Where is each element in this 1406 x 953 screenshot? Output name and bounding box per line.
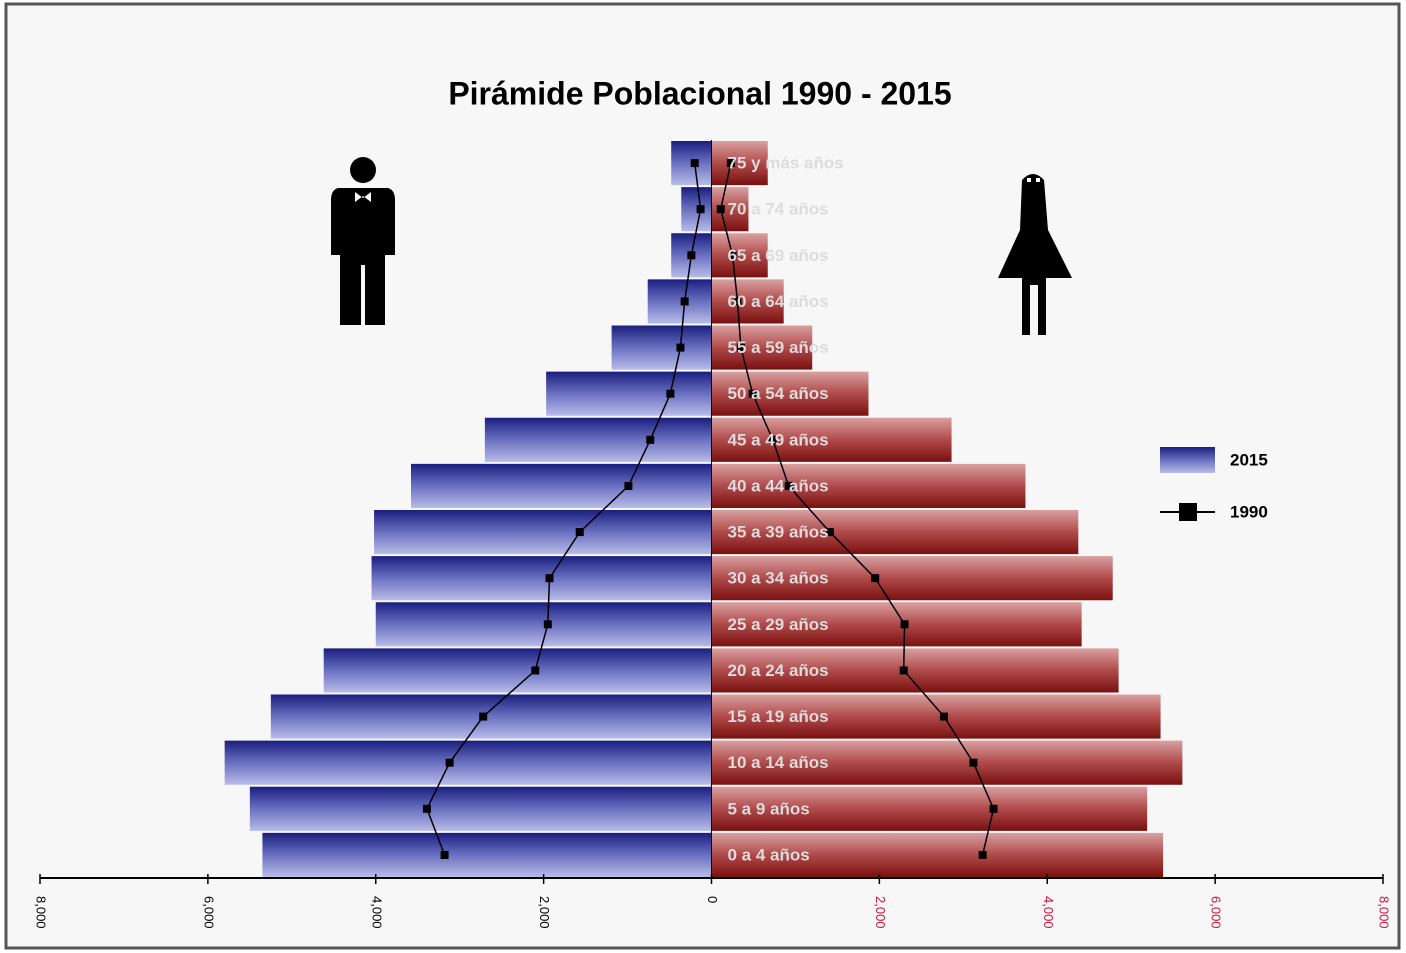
bar	[711, 786, 1148, 831]
woman-icon	[998, 174, 1072, 335]
category-label: 15 a 19 años	[728, 707, 829, 726]
marker	[969, 758, 978, 767]
bar	[711, 740, 1183, 785]
category-label: 70 a 74 años	[728, 200, 829, 219]
x-tick-label: 4,000	[1041, 896, 1056, 929]
bar	[270, 694, 712, 739]
bar	[647, 279, 712, 324]
bar	[484, 417, 712, 462]
marker	[545, 574, 554, 583]
marker	[543, 620, 552, 629]
marker	[690, 159, 699, 168]
marker	[989, 804, 998, 813]
bar	[249, 786, 712, 831]
man-icon	[331, 157, 395, 325]
category-label: 50 a 54 años	[728, 384, 829, 403]
marker	[440, 850, 449, 859]
legend-label: 1990	[1230, 502, 1268, 521]
marker	[871, 574, 880, 583]
marker	[696, 205, 705, 214]
marker	[978, 850, 987, 859]
marker	[624, 481, 633, 490]
chart-title: Pirámide Poblacional 1990 - 2015	[448, 75, 951, 111]
category-label: 0 a 4 años	[728, 845, 810, 864]
marker	[575, 528, 584, 537]
bar	[711, 694, 1161, 739]
marker	[666, 389, 675, 398]
bar	[711, 233, 768, 278]
marker	[680, 297, 689, 306]
bar	[546, 371, 712, 416]
x-tick-label: 2,000	[537, 896, 552, 929]
category-label: 20 a 24 años	[728, 661, 829, 680]
marker	[676, 343, 685, 352]
bar	[371, 556, 712, 601]
bar	[711, 279, 784, 324]
bar	[711, 602, 1082, 647]
category-label: 60 a 64 años	[728, 292, 829, 311]
legend-marker	[1179, 503, 1197, 521]
marker	[900, 620, 909, 629]
x-tick-label: 2,000	[873, 896, 888, 929]
marker	[940, 712, 949, 721]
bar	[711, 463, 1026, 508]
x-tick-label: 8,000	[34, 896, 49, 929]
category-label: 30 a 34 años	[728, 569, 829, 588]
bar	[711, 371, 869, 416]
bar	[411, 463, 712, 508]
marker	[748, 389, 757, 398]
marker	[422, 804, 431, 813]
marker	[784, 481, 793, 490]
x-tick-label: 8,000	[1377, 896, 1392, 929]
category-label: 10 a 14 años	[728, 753, 829, 772]
marker	[733, 297, 742, 306]
bar	[681, 187, 712, 232]
category-label: 25 a 29 años	[728, 615, 829, 634]
bar	[611, 325, 712, 370]
category-label: 55 a 59 años	[728, 338, 829, 357]
category-label: 45 a 49 años	[728, 430, 829, 449]
marker	[768, 435, 777, 444]
category-label: 35 a 39 años	[728, 523, 829, 542]
bar	[711, 648, 1119, 693]
bar	[711, 417, 952, 462]
marker	[736, 343, 745, 352]
marker	[728, 251, 737, 260]
marker	[687, 251, 696, 260]
bar	[224, 740, 712, 785]
marker	[899, 666, 908, 675]
line	[426, 162, 702, 856]
marker	[445, 758, 454, 767]
category-label: 5 a 9 años	[728, 799, 810, 818]
marker	[726, 159, 735, 168]
category-label: 75 y más años	[728, 154, 844, 173]
bar	[711, 832, 1164, 877]
bar	[711, 141, 768, 186]
bar	[374, 510, 712, 555]
marker	[716, 205, 725, 214]
bar	[711, 556, 1113, 601]
marker	[646, 435, 655, 444]
bar	[262, 832, 712, 877]
marker	[479, 712, 488, 721]
category-label: 40 a 44 años	[728, 476, 829, 495]
x-tick-label: 0	[705, 896, 720, 903]
x-tick-label: 6,000	[201, 896, 216, 929]
x-tick-label: 6,000	[1209, 896, 1224, 929]
x-tick-label: 4,000	[369, 896, 384, 929]
bar	[711, 510, 1079, 555]
marker	[825, 528, 834, 537]
legend-label: 2015	[1230, 450, 1268, 469]
marker	[531, 666, 540, 675]
bar	[711, 325, 813, 370]
legend-swatch	[1160, 447, 1215, 473]
line	[719, 162, 995, 856]
category-label: 65 a 69 años	[728, 246, 829, 265]
